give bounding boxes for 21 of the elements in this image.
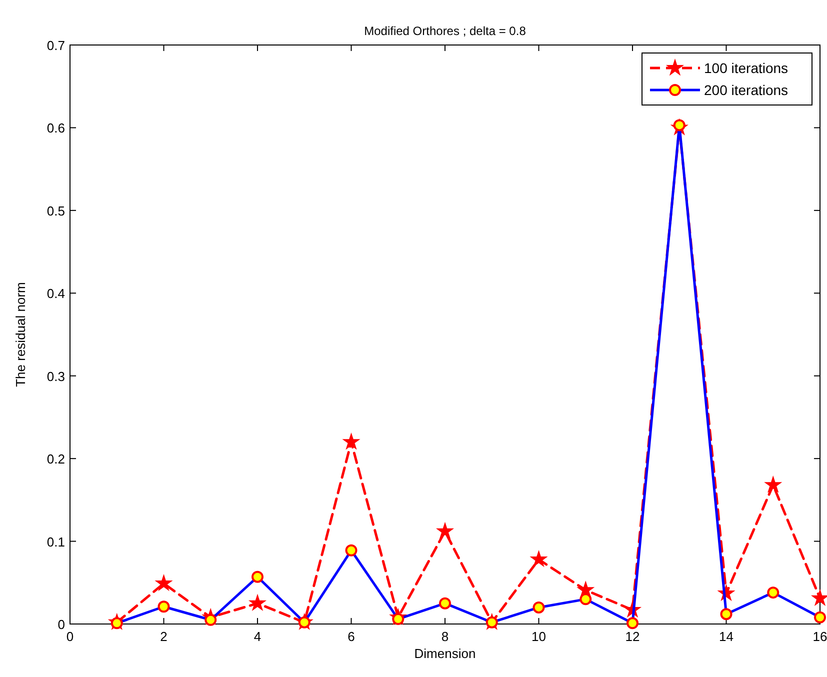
x-tick-label: 6	[348, 629, 355, 644]
y-tick-label: 0	[58, 617, 65, 632]
y-tick-label: 0.3	[46, 368, 65, 384]
legend-label: 200 iterations	[704, 82, 788, 98]
y-tick-label: 0.7	[46, 38, 65, 53]
x-axis-title: Dimension	[414, 646, 476, 661]
x-tick-label: 10	[532, 629, 546, 644]
x-tick-label: 8	[441, 629, 449, 644]
y-tick-label: 0.1	[46, 534, 65, 550]
y-tick-label: 0.4	[46, 286, 65, 302]
x-tick-label: 16	[812, 629, 827, 644]
chart-title: Modified Orthores ; delta = 0.8	[364, 24, 526, 38]
legend-label: 100 iterations	[704, 60, 788, 76]
y-tick-label: 0.2	[46, 452, 65, 467]
y-axis-title: The residual norm	[13, 282, 28, 387]
x-tick-label: 4	[254, 629, 262, 644]
y-tick-label: 0.6	[46, 120, 65, 136]
x-tick-label: 2	[160, 629, 168, 644]
x-tick-label: 12	[625, 629, 640, 644]
x-tick-label: 14	[719, 629, 734, 644]
y-tick-label: 0.5	[46, 203, 65, 218]
